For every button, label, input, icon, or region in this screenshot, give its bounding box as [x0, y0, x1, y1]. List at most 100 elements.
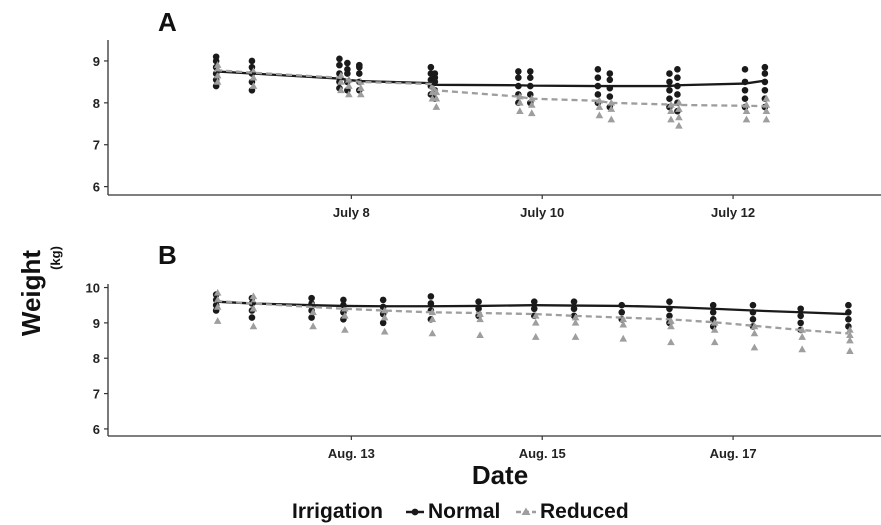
data-point-normal [749, 316, 757, 323]
y-tick-label: 6 [93, 180, 100, 195]
data-point-normal [666, 298, 673, 305]
x-tick-label: Aug. 15 [519, 446, 566, 461]
data-point-normal [431, 70, 439, 77]
data-point-normal [709, 301, 717, 309]
data-point-normal [526, 68, 534, 75]
data-point-normal [606, 70, 614, 77]
data-point-reduced [432, 103, 441, 110]
data-point-reduced [846, 347, 854, 354]
data-point-normal [308, 294, 315, 302]
data-point-reduced [607, 105, 616, 112]
data-point-reduced [345, 90, 353, 98]
data-point-normal [379, 296, 387, 304]
x-tick-label: July 8 [333, 205, 370, 220]
data-point-normal [379, 319, 387, 327]
data-point-reduced [675, 105, 683, 112]
data-point-normal [427, 293, 435, 300]
data-point-normal [666, 95, 673, 102]
data-point-reduced [249, 322, 258, 330]
series-line-normal [216, 300, 849, 316]
data-point-reduced [380, 327, 389, 335]
panel-a-plot-area: 6 7 8 9 July 8 July 10 July 12 [93, 40, 881, 220]
data-point-reduced [750, 343, 759, 351]
data-point-reduced [750, 322, 759, 330]
data-point-reduced [516, 107, 524, 115]
data-point-normal [594, 66, 602, 73]
data-point-reduced [742, 115, 751, 123]
y-tick-label: 8 [93, 96, 100, 111]
data-point-reduced [476, 331, 484, 339]
y-tick-label: 7 [93, 387, 100, 402]
data-point-reduced [309, 322, 317, 330]
data-point-reduced [667, 100, 675, 108]
data-point-reduced [667, 115, 675, 123]
data-point-reduced [337, 77, 345, 85]
x-tick-label: Aug. 13 [328, 446, 375, 461]
data-point-reduced [516, 98, 524, 106]
panel-b: B 6 7 8 9 10 Aug. 13 Aug. 15 Aug. 17 [86, 240, 881, 461]
data-point-normal [344, 66, 351, 73]
data-point-reduced [798, 345, 806, 353]
series-line-reduced [216, 69, 765, 108]
data-point-reduced [213, 71, 222, 79]
y-tick-label: 10 [86, 281, 100, 296]
y-tick-label: 8 [93, 351, 100, 366]
x-tick-label: July 10 [520, 205, 564, 220]
legend: Irrigation Normal Reduced [292, 500, 629, 523]
data-point-reduced [380, 313, 389, 321]
data-point-reduced [531, 318, 540, 326]
data-point-reduced [527, 100, 536, 108]
data-point-normal [741, 95, 749, 102]
y-tick-label: 9 [93, 54, 100, 69]
data-point-normal [674, 74, 681, 82]
panel-b-plot-area: 6 7 8 9 10 Aug. 13 Aug. 15 Aug. 17 [86, 281, 881, 461]
data-point-normal [666, 70, 673, 77]
data-point-reduced [571, 333, 580, 340]
data-point-reduced [476, 315, 484, 323]
data-point-reduced [571, 313, 580, 321]
data-point-reduced [607, 115, 616, 123]
data-point-normal [674, 66, 681, 73]
data-point-normal [594, 91, 602, 98]
data-point-reduced [428, 82, 437, 89]
data-point-reduced [619, 334, 628, 342]
data-point-normal [674, 91, 681, 98]
data-point-reduced [675, 121, 683, 129]
data-point-reduced [213, 317, 222, 324]
data-point-normal [212, 53, 220, 61]
x-tick-label: July 12 [711, 205, 755, 220]
data-point-reduced [357, 84, 365, 91]
data-point-reduced [531, 333, 540, 340]
data-point-reduced [213, 288, 222, 296]
data-point-normal [761, 70, 769, 77]
data-point-reduced [710, 338, 719, 346]
data-point-reduced [432, 88, 441, 96]
data-point-normal [741, 66, 749, 73]
data-point-reduced [309, 308, 317, 316]
y-tick-label: 7 [93, 138, 100, 153]
panel-a: A 6 7 8 9 July 8 July 10 July 12 [93, 7, 881, 220]
legend-label-reduced: Reduced [540, 500, 629, 523]
data-point-reduced [742, 107, 751, 115]
data-point-normal [666, 78, 673, 86]
y-tick-label: 6 [93, 422, 100, 437]
x-tick-label: Aug. 17 [710, 446, 757, 461]
data-point-reduced [249, 73, 258, 81]
data-point-reduced [667, 107, 675, 115]
legend-label-normal: Normal [428, 500, 500, 523]
data-point-reduced [710, 318, 719, 326]
panel-label-a: A [158, 7, 177, 37]
data-point-normal [515, 68, 522, 75]
data-point-normal [308, 314, 315, 321]
data-point-normal [845, 316, 852, 323]
y-axis-unit: (kg) [48, 246, 63, 270]
data-point-reduced [213, 61, 222, 68]
data-point-reduced [710, 325, 719, 333]
data-point-normal [797, 312, 804, 320]
data-point-reduced [667, 322, 675, 330]
data-point-normal [427, 300, 435, 307]
data-point-reduced [762, 94, 771, 102]
data-point-reduced [619, 320, 628, 328]
data-point-reduced [432, 94, 441, 102]
panel-label-b: B [158, 240, 177, 270]
